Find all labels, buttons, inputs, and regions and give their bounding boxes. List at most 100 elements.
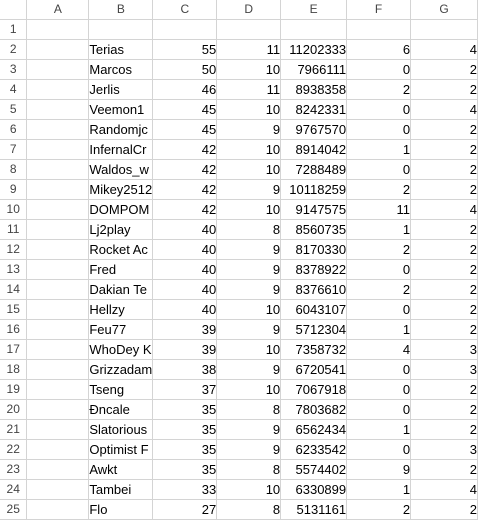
- cell-f[interactable]: 0: [346, 299, 412, 320]
- cell-b[interactable]: Tseng: [88, 379, 154, 400]
- column-header-b[interactable]: B: [88, 0, 154, 20]
- cell-c[interactable]: 39: [152, 339, 218, 360]
- cell-f[interactable]: 0: [346, 59, 412, 80]
- cell-g[interactable]: 2: [410, 179, 478, 200]
- cell-b[interactable]: Veemon1: [88, 99, 154, 120]
- column-header-c[interactable]: C: [152, 0, 218, 20]
- cell-f[interactable]: 11: [346, 199, 412, 220]
- cell-c[interactable]: 50: [152, 59, 218, 80]
- cell-e[interactable]: 10118259: [280, 179, 348, 200]
- column-header-g[interactable]: G: [410, 0, 478, 20]
- cell-f[interactable]: 2: [346, 499, 412, 520]
- cell-e[interactable]: 8560735: [280, 219, 348, 240]
- cell-a[interactable]: [26, 479, 90, 500]
- cell-e[interactable]: 7803682: [280, 399, 348, 420]
- cell-c[interactable]: 46: [152, 79, 218, 100]
- cell-e[interactable]: 8376610: [280, 279, 348, 300]
- row-header[interactable]: 8: [0, 159, 28, 180]
- cell-g[interactable]: 4: [410, 39, 478, 60]
- cell-g[interactable]: [410, 19, 478, 40]
- cell-g[interactable]: 2: [410, 419, 478, 440]
- cell-d[interactable]: 9: [216, 119, 282, 140]
- cell-f[interactable]: 1: [346, 139, 412, 160]
- cell-f[interactable]: 1: [346, 479, 412, 500]
- cell-d[interactable]: 10: [216, 199, 282, 220]
- cell-b[interactable]: Waldos_w: [88, 159, 154, 180]
- cell-e[interactable]: 7358732: [280, 339, 348, 360]
- column-header-d[interactable]: D: [216, 0, 282, 20]
- cell-c[interactable]: 45: [152, 99, 218, 120]
- cell-g[interactable]: 2: [410, 299, 478, 320]
- cell-d[interactable]: 9: [216, 279, 282, 300]
- cell-g[interactable]: 4: [410, 479, 478, 500]
- cell-c[interactable]: 27: [152, 499, 218, 520]
- cell-c[interactable]: 35: [152, 419, 218, 440]
- cell-a[interactable]: [26, 59, 90, 80]
- row-header[interactable]: 17: [0, 339, 28, 360]
- cell-b[interactable]: Rocket Ac: [88, 239, 154, 260]
- row-header[interactable]: 15: [0, 299, 28, 320]
- cell-f[interactable]: 0: [346, 379, 412, 400]
- cell-e[interactable]: 7966111: [280, 59, 348, 80]
- cell-g[interactable]: 2: [410, 59, 478, 80]
- cell-c[interactable]: 55: [152, 39, 218, 60]
- cell-d[interactable]: 10: [216, 339, 282, 360]
- cell-g[interactable]: 2: [410, 79, 478, 100]
- cell-d[interactable]: 9: [216, 259, 282, 280]
- cell-a[interactable]: [26, 499, 90, 520]
- cell-e[interactable]: 8378922: [280, 259, 348, 280]
- cell-a[interactable]: [26, 399, 90, 420]
- cell-e[interactable]: 7288489: [280, 159, 348, 180]
- cell-e[interactable]: 8170330: [280, 239, 348, 260]
- cell-e[interactable]: 8914042: [280, 139, 348, 160]
- cell-f[interactable]: [346, 19, 412, 40]
- cell-g[interactable]: 2: [410, 499, 478, 520]
- row-header[interactable]: 21: [0, 419, 28, 440]
- cell-a[interactable]: [26, 319, 90, 340]
- cell-a[interactable]: [26, 99, 90, 120]
- cell-b[interactable]: Marcos: [88, 59, 154, 80]
- column-header-a[interactable]: A: [26, 0, 90, 20]
- row-header[interactable]: 3: [0, 59, 28, 80]
- cell-e[interactable]: 5131161: [280, 499, 348, 520]
- cell-d[interactable]: 10: [216, 299, 282, 320]
- cell-b[interactable]: Tambei: [88, 479, 154, 500]
- cell-b[interactable]: Optimist F: [88, 439, 154, 460]
- cell-f[interactable]: 0: [346, 359, 412, 380]
- cell-g[interactable]: 2: [410, 119, 478, 140]
- cell-a[interactable]: [26, 339, 90, 360]
- cell-f[interactable]: 2: [346, 179, 412, 200]
- cell-a[interactable]: [26, 119, 90, 140]
- cell-d[interactable]: 8: [216, 499, 282, 520]
- row-header[interactable]: 10: [0, 199, 28, 220]
- row-header[interactable]: 23: [0, 459, 28, 480]
- cell-a[interactable]: [26, 439, 90, 460]
- cell-d[interactable]: 9: [216, 419, 282, 440]
- cell-f[interactable]: 0: [346, 439, 412, 460]
- cell-a[interactable]: [26, 259, 90, 280]
- cell-g[interactable]: 4: [410, 199, 478, 220]
- cell-a[interactable]: [26, 459, 90, 480]
- cell-f[interactable]: 4: [346, 339, 412, 360]
- row-header[interactable]: 1: [0, 19, 28, 40]
- cell-b[interactable]: WhoDey K: [88, 339, 154, 360]
- row-header[interactable]: 11: [0, 219, 28, 240]
- cell-g[interactable]: 2: [410, 219, 478, 240]
- cell-b[interactable]: DOMPOM: [88, 199, 154, 220]
- row-header[interactable]: 20: [0, 399, 28, 420]
- cell-f[interactable]: 0: [346, 259, 412, 280]
- cell-a[interactable]: [26, 279, 90, 300]
- row-header[interactable]: 16: [0, 319, 28, 340]
- cell-g[interactable]: 4: [410, 99, 478, 120]
- cell-g[interactable]: 3: [410, 359, 478, 380]
- cell-e[interactable]: 7067918: [280, 379, 348, 400]
- cell-c[interactable]: 40: [152, 259, 218, 280]
- row-header[interactable]: 12: [0, 239, 28, 260]
- cell-b[interactable]: Dakian Te: [88, 279, 154, 300]
- cell-c[interactable]: 38: [152, 359, 218, 380]
- cell-c[interactable]: 35: [152, 439, 218, 460]
- cell-f[interactable]: 9: [346, 459, 412, 480]
- cell-a[interactable]: [26, 39, 90, 60]
- cell-b[interactable]: Randomjc: [88, 119, 154, 140]
- cell-a[interactable]: [26, 79, 90, 100]
